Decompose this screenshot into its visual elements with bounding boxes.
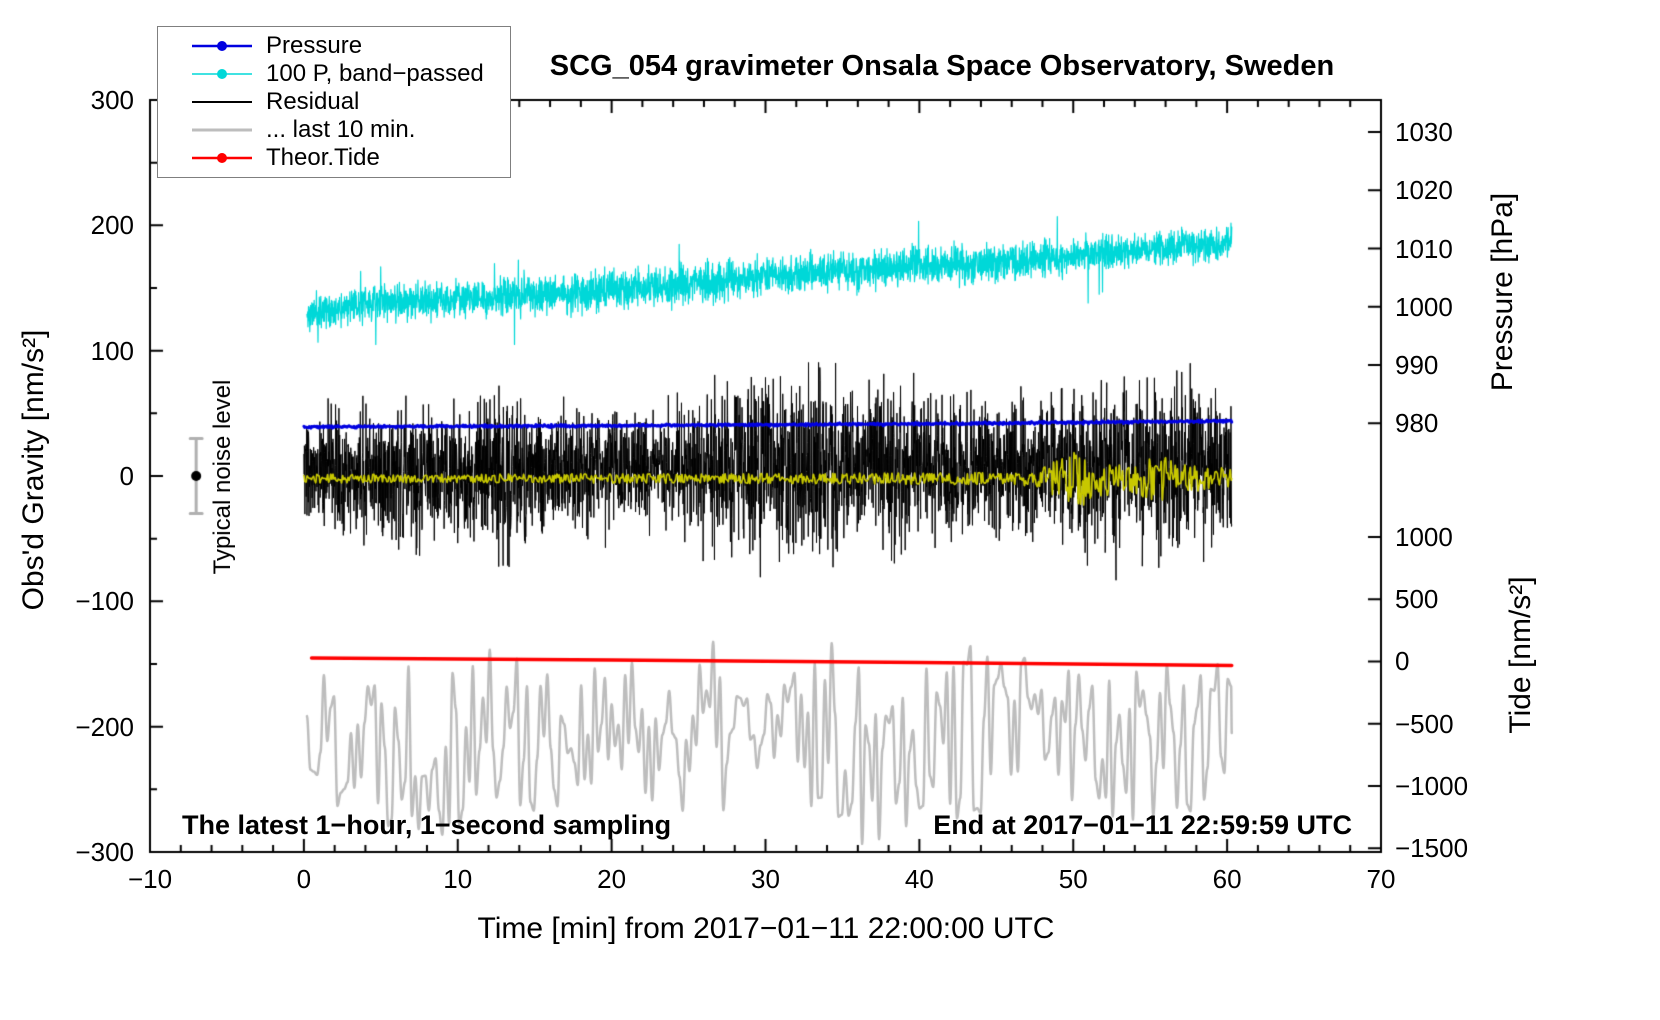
pressure-tick-label: 1010 (1395, 233, 1453, 264)
time-tick-label: 60 (1212, 864, 1242, 894)
time-tick-label: 20 (597, 864, 627, 894)
legend: Pressure 100 P, band−passed Residual... la… (157, 26, 511, 178)
legend-label: Theor.Tide (266, 144, 380, 171)
legend-label: ... last 10 min. (266, 116, 416, 143)
time-tick-label: 40 (904, 864, 934, 894)
gravity-tick-label: 0 (119, 461, 134, 491)
gravity-tick-label: 200 (90, 210, 134, 241)
legend-line-symbol (192, 41, 252, 51)
legend-line-symbol (192, 153, 252, 163)
gravity-tick-label: −300 (75, 837, 134, 867)
legend-item: 100 P, band−passed (158, 60, 510, 88)
time-tick-label: 30 (751, 864, 780, 894)
tide-tick-label: 500 (1395, 584, 1439, 615)
legend-line-symbol (192, 101, 252, 103)
time-tick-label: 10 (443, 864, 473, 894)
gravity-tick-label: 300 (90, 85, 134, 115)
pressure-tick-label: 1020 (1395, 175, 1453, 206)
legend-label: 100 P, band−passed (266, 60, 484, 87)
time-tick-label: −10 (127, 864, 173, 894)
pressure-tick-label: 1030 (1395, 117, 1453, 148)
legend-label: Pressure (266, 32, 363, 59)
pressure-tick-label: 990 (1395, 350, 1439, 381)
tide-tick-label: −500 (1395, 708, 1454, 739)
time-tick-label: 0 (296, 864, 312, 894)
legend-item: Theor.Tide (158, 144, 510, 172)
annotation-sampling-info: The latest 1−hour, 1−second sampling (182, 810, 672, 840)
legend-item: Residual (158, 88, 510, 116)
time-tick-label: 50 (1058, 864, 1088, 894)
legend-line-symbol (192, 69, 252, 79)
x-axis-label: Time [min] from 2017−01−11 22:00:00 UTC (477, 912, 1055, 945)
gravity-tick-label: −100 (75, 586, 134, 617)
y-axis-label-pressure: Pressure [hPa] (1486, 192, 1519, 392)
time-tick-label: 70 (1366, 864, 1396, 894)
pressure-tick-label: 980 (1395, 408, 1439, 439)
tide-tick-label: −1500 (1395, 833, 1469, 864)
gravity-tick-label: −200 (75, 711, 134, 742)
chart-title: SCG_054 gravimeter Onsala Space Observat… (549, 50, 1335, 82)
tide-tick-label: 0 (1395, 646, 1410, 677)
legend-item: ... last 10 min. (158, 116, 510, 144)
y-axis-label-tide: Tide [nm/s²] (1504, 576, 1537, 734)
pressure-tick-label: 1000 (1395, 291, 1453, 322)
tide-tick-label: −1000 (1395, 771, 1469, 802)
gravity-tick-label: 100 (90, 335, 134, 366)
noise-level-label: Typical noise level (209, 379, 236, 575)
legend-label: Residual (266, 88, 360, 115)
tide-tick-label: 1000 (1395, 521, 1453, 552)
annotation-end-time: End at 2017−01−11 22:59:59 UTC (933, 810, 1352, 840)
legend-line-symbol (192, 128, 252, 132)
legend-item: Pressure (158, 32, 510, 60)
